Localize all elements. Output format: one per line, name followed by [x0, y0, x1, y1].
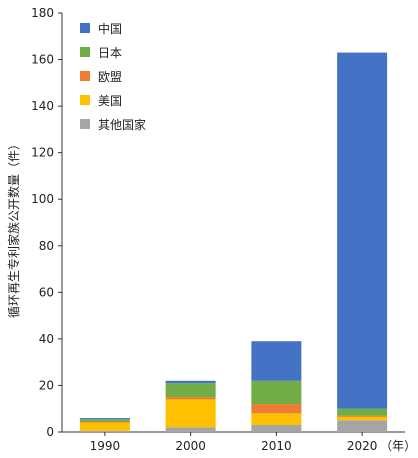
bar-segment-2020-3 — [337, 408, 388, 416]
legend-label-4: 其他国家 — [98, 117, 146, 132]
bar-segment-1990-0 — [79, 430, 130, 432]
y-tick-label: 180 — [31, 6, 54, 20]
legend-swatch-1 — [80, 47, 90, 57]
y-tick-label: 160 — [31, 53, 54, 67]
y-tick-label: 120 — [31, 146, 54, 160]
y-tick-label: 60 — [39, 285, 54, 299]
legend-label-2: 欧盟 — [98, 70, 122, 84]
legend-swatch-0 — [80, 23, 90, 33]
bar-segment-1990-3 — [79, 419, 130, 422]
y-tick-label: 140 — [31, 99, 54, 113]
y-tick-label: 20 — [39, 378, 54, 392]
bar-segment-2000-0 — [165, 427, 216, 432]
x-tick-label-2000: 2000 — [175, 439, 206, 453]
x-unit-label: （年） — [380, 439, 416, 453]
plot-area: 0 20 40 60 80 100 120 140 160 180 1990 2000 2010 2020… — [31, 6, 416, 453]
bar-segment-2010-3 — [251, 380, 302, 405]
y-tick-label: 40 — [39, 332, 54, 346]
y-tick-label: 80 — [39, 239, 54, 253]
bar-segment-2000-2 — [165, 397, 216, 400]
bar-segment-2020-4 — [337, 52, 388, 409]
legend-swatch-3 — [80, 95, 90, 105]
y-tick-label: 0 — [46, 425, 54, 439]
bar-segment-2010-1 — [251, 413, 302, 426]
bar-segment-2020-1 — [337, 416, 388, 421]
bar-segment-2010-4 — [251, 341, 302, 381]
bar-segment-2000-1 — [165, 399, 216, 428]
bar-segment-2010-2 — [251, 404, 302, 414]
legend-swatch-2 — [80, 71, 90, 81]
legend-swatch-4 — [80, 119, 90, 129]
legend-label-0: 中国 — [98, 21, 122, 36]
bar-segment-2020-0 — [337, 420, 388, 432]
x-tick-label-2010: 2010 — [261, 439, 292, 453]
bar-segment-2000-3 — [165, 383, 216, 398]
bar-segment-1990-4 — [79, 418, 130, 420]
bar-segment-1990-1 — [79, 422, 130, 431]
bar-segment-2010-0 — [251, 425, 302, 432]
legend-label-1: 日本 — [98, 46, 122, 60]
bar-segment-2000-4 — [165, 380, 216, 384]
bar-segment-2020-2 — [337, 415, 388, 417]
y-tick-label: 100 — [31, 192, 54, 206]
legend-label-3: 美国 — [98, 94, 122, 108]
x-tick-label-1990: 1990 — [90, 439, 121, 453]
x-tick-label-2020: 2020 — [347, 439, 378, 453]
bar-segment-1990-2 — [79, 421, 130, 423]
y-axis-label: 循环再生专利家族公开数量（件） — [6, 138, 21, 318]
